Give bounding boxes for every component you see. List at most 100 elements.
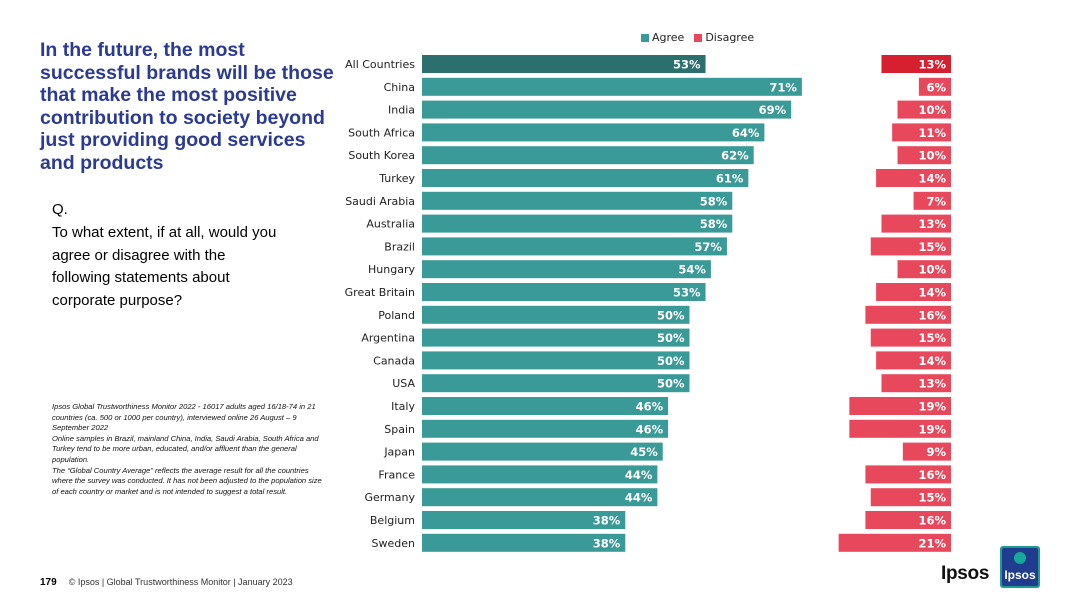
agree-bar bbox=[422, 488, 658, 507]
disagree-value-label: 15% bbox=[918, 331, 946, 345]
disagree-bar bbox=[881, 55, 951, 73]
agree-value-label: 71% bbox=[769, 80, 797, 94]
agree-value-label: 46% bbox=[636, 422, 664, 436]
disagree-value-label: 14% bbox=[918, 172, 946, 186]
category-label: Brazil bbox=[384, 240, 415, 253]
ipsos-logo-badge: Ipsos bbox=[1000, 546, 1040, 588]
agree-bar bbox=[422, 191, 733, 210]
category-label: China bbox=[384, 81, 415, 94]
footer-text: © Ipsos | Global Trustworthiness Monitor… bbox=[68, 577, 293, 587]
category-label: Spain bbox=[384, 423, 415, 436]
disagree-bar bbox=[849, 397, 951, 415]
disagree-value-label: 21% bbox=[918, 536, 946, 550]
agree-value-label: 62% bbox=[721, 149, 749, 163]
question-label: Q. bbox=[52, 201, 68, 218]
disagree-value-label: 16% bbox=[918, 514, 946, 528]
disagree-value-label: 6% bbox=[926, 80, 946, 94]
disagree-value-label: 13% bbox=[918, 58, 946, 72]
legend-swatch-disagree bbox=[694, 33, 703, 42]
ipsos-wordmark: Ipsos bbox=[941, 563, 990, 584]
category-label: Australia bbox=[366, 218, 415, 231]
category-label: France bbox=[378, 468, 415, 481]
disagree-value-label: 16% bbox=[918, 308, 946, 322]
disagree-value-label: 7% bbox=[926, 194, 946, 208]
legend-label-agree: Agree bbox=[652, 31, 685, 44]
category-label: South Africa bbox=[348, 126, 415, 139]
disagree-bar bbox=[838, 533, 951, 552]
category-label: Canada bbox=[373, 354, 415, 367]
agree-bar bbox=[422, 283, 706, 301]
agree-value-label: 53% bbox=[673, 58, 701, 72]
methodology-note: The “Global Country Average” reflects th… bbox=[52, 465, 322, 496]
agree-value-label: 44% bbox=[625, 491, 653, 505]
footer: 179 © Ipsos | Global Trustworthiness Mon… bbox=[40, 577, 293, 588]
category-label: Saudi Arabia bbox=[345, 195, 415, 208]
agree-bar bbox=[422, 214, 733, 233]
agree-value-label: 46% bbox=[636, 400, 664, 414]
category-label: Argentina bbox=[361, 332, 415, 345]
page-number: 179 bbox=[40, 577, 57, 588]
agree-bar bbox=[422, 328, 690, 347]
category-label: Poland bbox=[378, 309, 415, 322]
agree-value-label: 50% bbox=[657, 331, 685, 345]
category-label: South Korea bbox=[348, 149, 415, 162]
question-text: To what extent, if at all, would you agr… bbox=[52, 223, 277, 310]
agree-bar bbox=[422, 351, 690, 370]
agree-bar bbox=[422, 465, 658, 484]
agree-value-label: 57% bbox=[694, 240, 722, 254]
agree-bar bbox=[422, 374, 690, 393]
category-label: All Countries bbox=[345, 58, 415, 71]
agree-value-label: 44% bbox=[625, 468, 653, 482]
disagree-value-label: 19% bbox=[918, 422, 946, 436]
agree-value-label: 50% bbox=[657, 377, 685, 391]
agree-value-label: 45% bbox=[630, 445, 658, 459]
disagree-bar bbox=[881, 214, 951, 233]
agree-value-label: 53% bbox=[673, 286, 701, 300]
category-label: Italy bbox=[391, 400, 415, 413]
disagree-value-label: 13% bbox=[918, 217, 946, 231]
legend-item-agree: Agree bbox=[641, 31, 684, 44]
disagree-value-label: 11% bbox=[918, 126, 946, 140]
disagree-bar bbox=[892, 123, 951, 142]
disagree-bar bbox=[918, 77, 951, 96]
disagree-bar bbox=[902, 442, 951, 461]
methodology-notes: Ipsos Global Trustworthiness Monitor 202… bbox=[52, 402, 330, 497]
legend-swatch-agree bbox=[641, 33, 649, 42]
disagree-bar bbox=[897, 146, 951, 165]
disagree-bar bbox=[876, 283, 951, 301]
agree-value-label: 69% bbox=[759, 103, 787, 117]
agree-value-label: 50% bbox=[657, 354, 685, 368]
agree-bar bbox=[422, 77, 802, 96]
disagree-value-label: 13% bbox=[918, 377, 946, 391]
agree-bar bbox=[422, 533, 626, 552]
disagree-bar bbox=[897, 100, 951, 119]
disagree-bar bbox=[913, 191, 951, 210]
disagree-bar bbox=[876, 169, 951, 187]
disagree-bar bbox=[870, 328, 951, 347]
category-label: Turkey bbox=[378, 172, 415, 185]
disagree-bar bbox=[870, 237, 951, 256]
category-label: Hungary bbox=[368, 263, 415, 276]
agree-bar bbox=[422, 442, 663, 461]
disagree-value-label: 15% bbox=[918, 491, 946, 505]
agree-bar bbox=[422, 237, 727, 256]
disagree-value-label: 19% bbox=[918, 400, 946, 414]
disagree-value-label: 15% bbox=[918, 240, 946, 254]
disagree-bar bbox=[865, 305, 951, 324]
disagree-value-label: 10% bbox=[918, 263, 946, 277]
agree-bar bbox=[422, 511, 626, 529]
disagree-value-label: 10% bbox=[918, 103, 946, 117]
agree-value-label: 50% bbox=[657, 308, 685, 322]
disagree-value-label: 14% bbox=[918, 354, 946, 368]
category-label: India bbox=[388, 104, 415, 117]
agree-value-label: 61% bbox=[716, 172, 744, 186]
category-label: Belgium bbox=[370, 514, 415, 527]
disagree-value-label: 9% bbox=[926, 445, 946, 459]
agree-bar bbox=[422, 260, 711, 279]
agree-bar bbox=[422, 123, 765, 142]
category-label: Sweden bbox=[372, 537, 415, 550]
agree-bar bbox=[422, 397, 669, 415]
agree-value-label: 38% bbox=[593, 536, 621, 550]
disagree-value-label: 10% bbox=[918, 149, 946, 163]
